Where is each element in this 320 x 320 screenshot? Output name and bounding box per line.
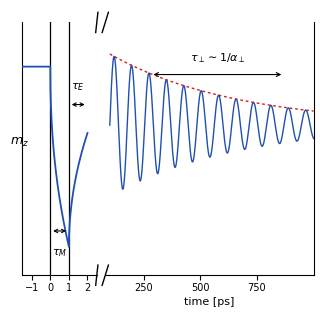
- Y-axis label: $m_z$: $m_z$: [10, 136, 29, 149]
- Text: $\tau_M$: $\tau_M$: [52, 247, 67, 259]
- Text: $\tau_E$: $\tau_E$: [71, 82, 85, 93]
- Text: $\tau_\perp\sim1/\alpha_\perp$: $\tau_\perp\sim1/\alpha_\perp$: [189, 51, 245, 65]
- X-axis label: time [ps]: time [ps]: [184, 297, 235, 307]
